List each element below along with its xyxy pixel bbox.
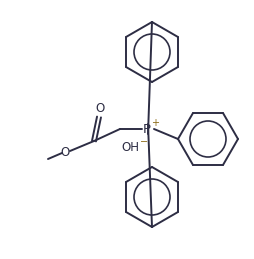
Text: P: P	[143, 123, 151, 135]
Text: +: +	[151, 118, 159, 128]
Text: O: O	[60, 146, 70, 159]
Text: OH: OH	[121, 140, 139, 154]
Text: −: −	[140, 137, 148, 147]
Text: O: O	[95, 102, 105, 114]
